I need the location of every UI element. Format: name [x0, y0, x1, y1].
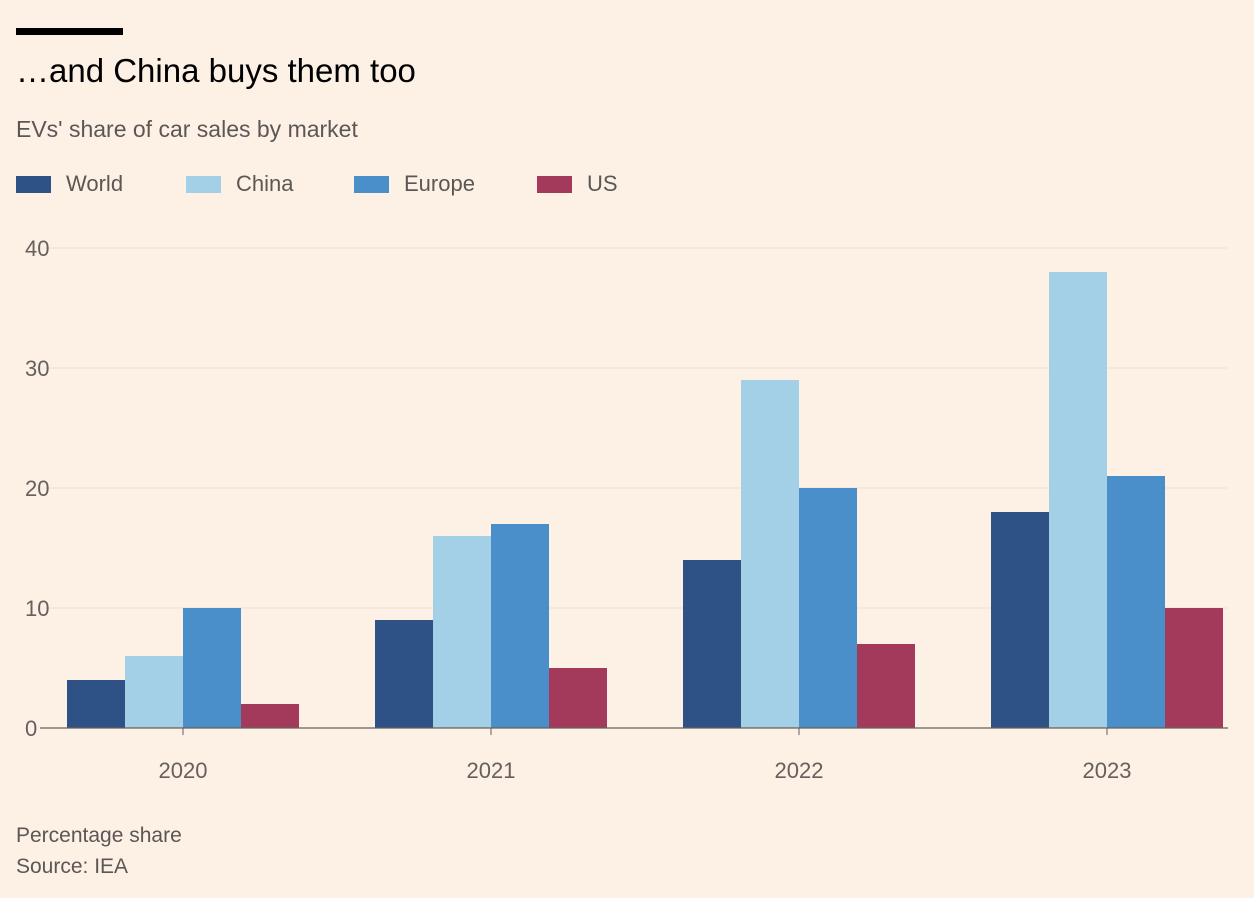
- x-tick-label: 2023: [1083, 758, 1132, 783]
- y-tick-label: 20: [25, 476, 49, 501]
- x-tick-label: 2020: [159, 758, 208, 783]
- x-tick-label: 2022: [775, 758, 824, 783]
- bar-china-2022: [741, 380, 799, 728]
- bar-europe-2020: [183, 608, 241, 728]
- bar-world-2020: [67, 680, 125, 728]
- bar-chart: 0 10 20 30 40 2020 2021 2022 2023: [25, 236, 1228, 783]
- y-tick-label: 40: [25, 236, 49, 261]
- legend-label-us: US: [587, 171, 618, 196]
- bar-world-2022: [683, 560, 741, 728]
- bar-us-2021: [549, 668, 607, 728]
- bar-europe-2023: [1107, 476, 1165, 728]
- legend-label-world: World: [66, 171, 124, 196]
- legend-item-us: US: [537, 171, 618, 197]
- legend-swatch-europe: [354, 175, 389, 193]
- axes: 0 10 20 30 40 2020 2021 2022 2023: [25, 236, 1228, 783]
- chart-title: …and China buys them too: [16, 52, 416, 89]
- top-rule: [16, 28, 123, 35]
- footnote-source: Source: IEA: [16, 855, 129, 878]
- y-tick-label: 30: [25, 356, 49, 381]
- chart-subtitle: EVs' share of car sales by market: [16, 116, 358, 142]
- legend-label-china: China: [236, 171, 294, 196]
- legend-item-europe: Europe: [354, 171, 475, 197]
- bar-europe-2022: [799, 488, 857, 728]
- bar-us-2023: [1165, 608, 1223, 728]
- legend-swatch-china: [186, 175, 221, 193]
- bar-us-2022: [857, 644, 915, 728]
- y-tick-label: 0: [25, 716, 37, 741]
- x-tick-label: 2021: [467, 758, 516, 783]
- bars: [67, 272, 1223, 728]
- bar-world-2021: [375, 620, 433, 728]
- legend-item-world: World: [16, 171, 123, 197]
- bar-europe-2021: [491, 524, 549, 728]
- legend-item-china: China: [186, 171, 293, 197]
- footnote-units: Percentage share: [16, 824, 182, 847]
- bar-us-2020: [241, 704, 299, 728]
- y-tick-label: 10: [25, 596, 49, 621]
- bar-china-2023: [1049, 272, 1107, 728]
- legend-swatch-world: [16, 175, 51, 193]
- bar-china-2021: [433, 536, 491, 728]
- bar-world-2023: [991, 512, 1049, 728]
- bar-china-2020: [125, 656, 183, 728]
- legend-label-europe: Europe: [404, 171, 475, 196]
- legend-swatch-us: [537, 175, 572, 193]
